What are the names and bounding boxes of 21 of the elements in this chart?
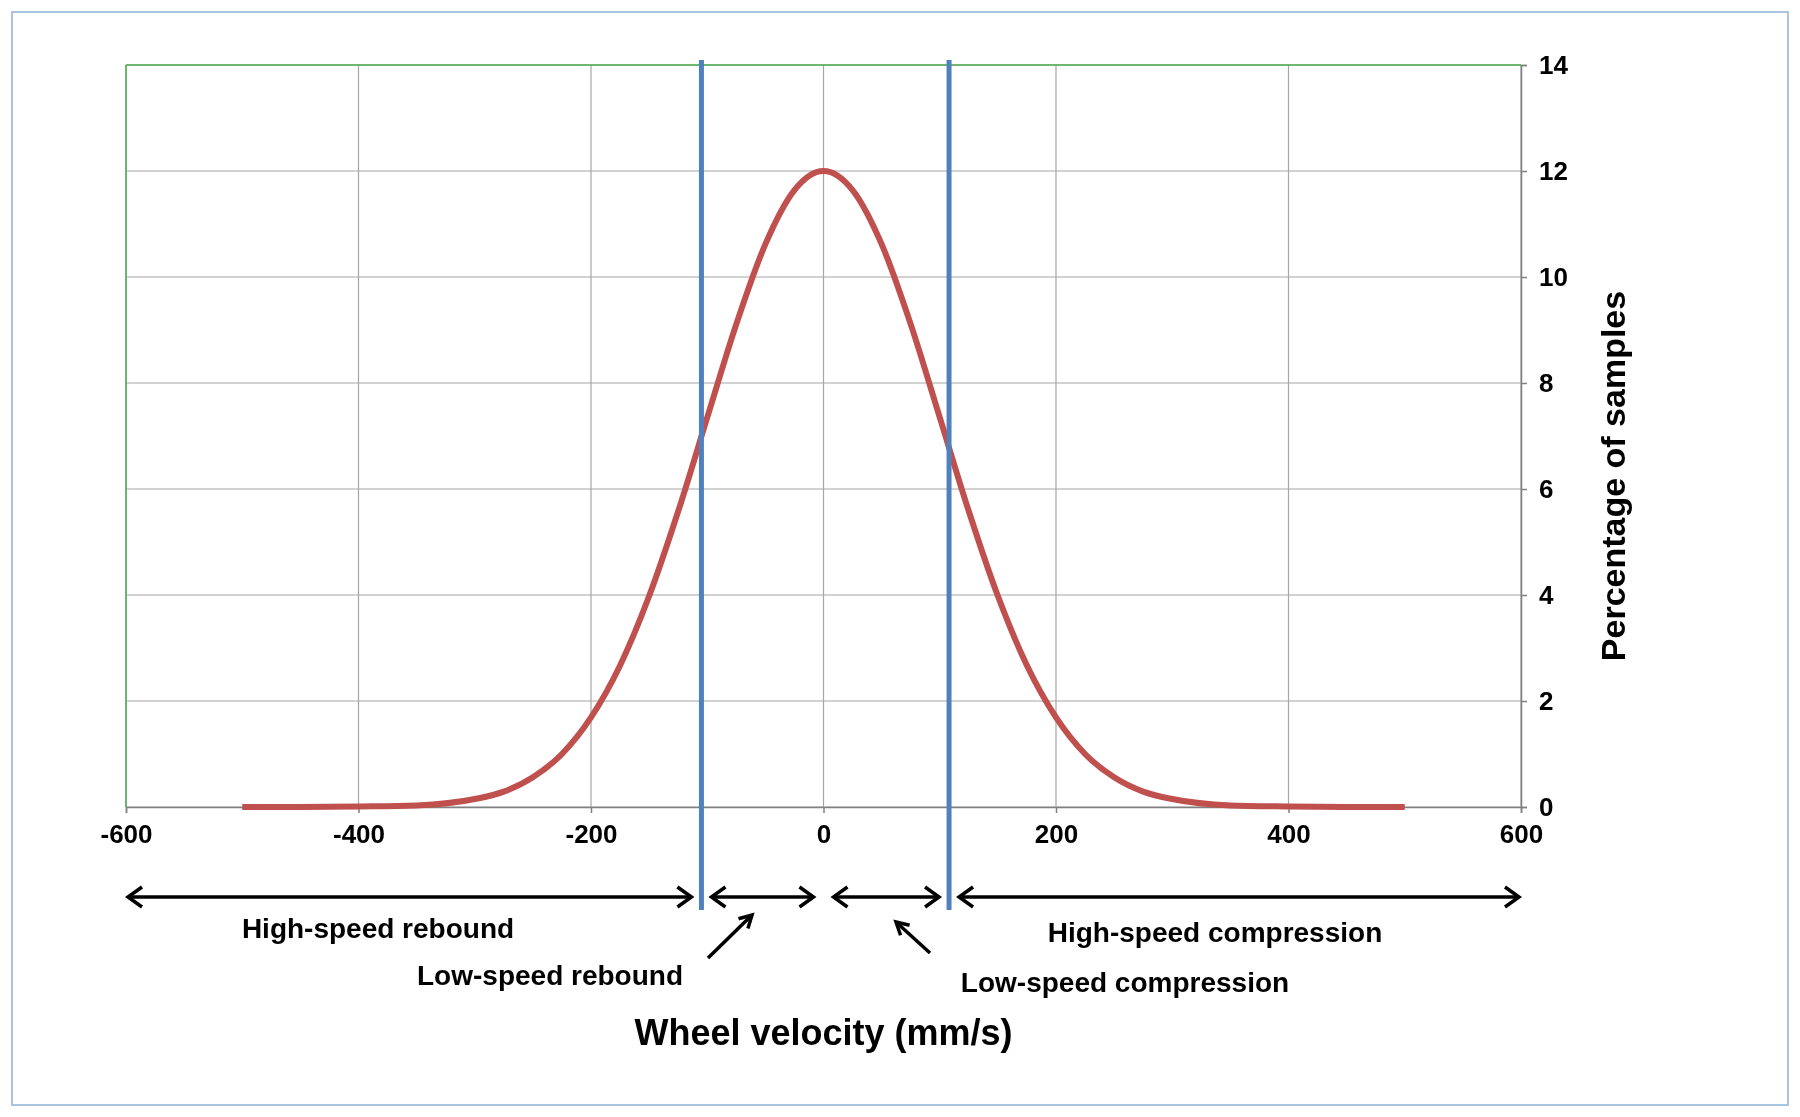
y-tick-label: 2 [1539,685,1554,716]
y-tick-label: 12 [1539,155,1568,186]
text: High-speed rebound [241,913,515,944]
y-tick-label: 4 [1539,579,1554,610]
y-tick-label: 6 [1539,473,1554,504]
y-tick-label: 0 [1539,791,1554,822]
x-tick-label: 600 [1499,819,1544,850]
text: Low-speed rebound [417,960,683,991]
x-tick-label: -200 [565,819,618,850]
text: High-speed compression [1047,917,1383,948]
y-tick-label: 10 [1539,261,1568,292]
x-axis-title: Wheel velocity (mm/s) [634,1012,1013,1053]
text: Low-speed compression [960,967,1290,998]
x-tick-label: 400 [1267,819,1311,850]
x-tick-label: -400 [332,819,386,850]
x-tick-label: 200 [1034,819,1079,850]
y-axis-title: Percentage of samples [1594,290,1632,662]
y-tick-label: 8 [1539,367,1554,398]
x-tick-label: 0 [816,819,832,850]
x-tick-label: -600 [100,819,153,850]
y-tick-label: 14 [1539,49,1569,80]
